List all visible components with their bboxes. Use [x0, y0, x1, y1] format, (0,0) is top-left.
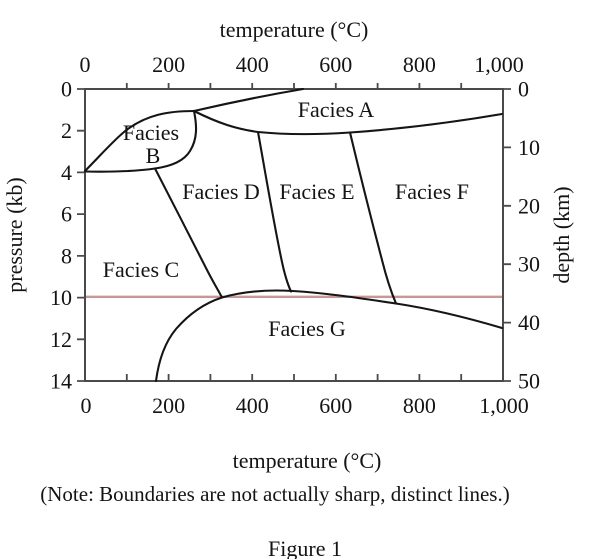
right-axis-tick-labels: 0 10 20 30 40 50: [518, 77, 540, 394]
facies-d-label: Facies D: [182, 179, 260, 204]
top-tick-label: 600: [319, 52, 352, 77]
top-axis-title: temperature (°C): [220, 17, 369, 42]
facies-c-label: Facies C: [103, 257, 179, 282]
bottom-tick-label: 1,000: [479, 393, 529, 418]
bottom-tick-label: 800: [403, 393, 436, 418]
left-tick-label: 12: [50, 327, 72, 352]
left-tick-label: 8: [61, 243, 72, 268]
facies-g-label: Facies G: [268, 316, 346, 341]
right-tick-label: 30: [518, 252, 540, 277]
left-tick-label: 4: [61, 160, 72, 185]
facies-b-label-line2: B: [146, 143, 161, 168]
bottom-axis-tick-labels: 0 200 400 600 800 1,000: [81, 393, 529, 418]
boundary-c-d: [153, 167, 224, 299]
facies-a-label: Facies A: [298, 97, 374, 122]
left-tick-label: 14: [50, 369, 72, 394]
right-tick-label: 0: [518, 77, 529, 102]
bottom-tick-label: 400: [236, 393, 269, 418]
boundary-b-upper: [83, 109, 196, 173]
facies-f-label: Facies F: [395, 179, 469, 204]
right-tick-label: 40: [518, 310, 540, 335]
right-tick-label: 10: [518, 135, 540, 160]
boundary-b-a-to-surface: [192, 87, 305, 113]
bottom-tick-label: 600: [319, 393, 352, 418]
left-tick-label: 2: [61, 118, 72, 143]
boundary-b-right: [153, 109, 198, 170]
right-axis-ticks: [503, 88, 511, 382]
left-tick-label: 0: [61, 77, 72, 102]
bottom-tick-label: 200: [152, 393, 185, 418]
right-axis-title: depth (km): [549, 186, 574, 283]
figure-caption: Figure 1: [268, 536, 342, 559]
facies-region-labels: Facies A Facies B Facies C Facies D Faci…: [103, 97, 469, 341]
boundary-e-f: [348, 131, 398, 305]
boundary-b-c: [83, 167, 157, 173]
top-tick-label: 200: [152, 52, 185, 77]
top-axis-tick-labels: 0 200 400 600 800 1,000: [80, 52, 524, 77]
boundary-g-upper: [154, 289, 504, 383]
facies-boundaries: [83, 87, 504, 383]
bottom-axis-ticks: [125, 374, 463, 381]
boundary-d-e: [256, 130, 293, 293]
top-tick-label: 400: [236, 52, 269, 77]
top-tick-label: 0: [80, 52, 91, 77]
top-axis-ticks: [125, 83, 463, 89]
right-tick-label: 50: [518, 369, 540, 394]
right-tick-label: 20: [518, 193, 540, 218]
left-axis-ticks: [77, 88, 85, 382]
left-tick-label: 6: [61, 202, 72, 227]
facies-e-label: Facies E: [279, 179, 354, 204]
left-tick-label: 10: [50, 285, 72, 310]
note-text: (Note: Boundaries are not actually sharp…: [40, 482, 509, 506]
bottom-axis-title: temperature (°C): [233, 448, 382, 473]
bottom-tick-label: 0: [81, 393, 92, 418]
boundary-a-lower: [192, 109, 504, 136]
left-axis-tick-labels: 0 2 4 6 8 10 12 14: [50, 77, 72, 394]
facies-b-label-line1: Facies: [123, 120, 179, 145]
top-tick-label: 800: [403, 52, 436, 77]
top-tick-label: 1,000: [474, 52, 524, 77]
left-axis-title: pressure (kb): [2, 177, 27, 292]
